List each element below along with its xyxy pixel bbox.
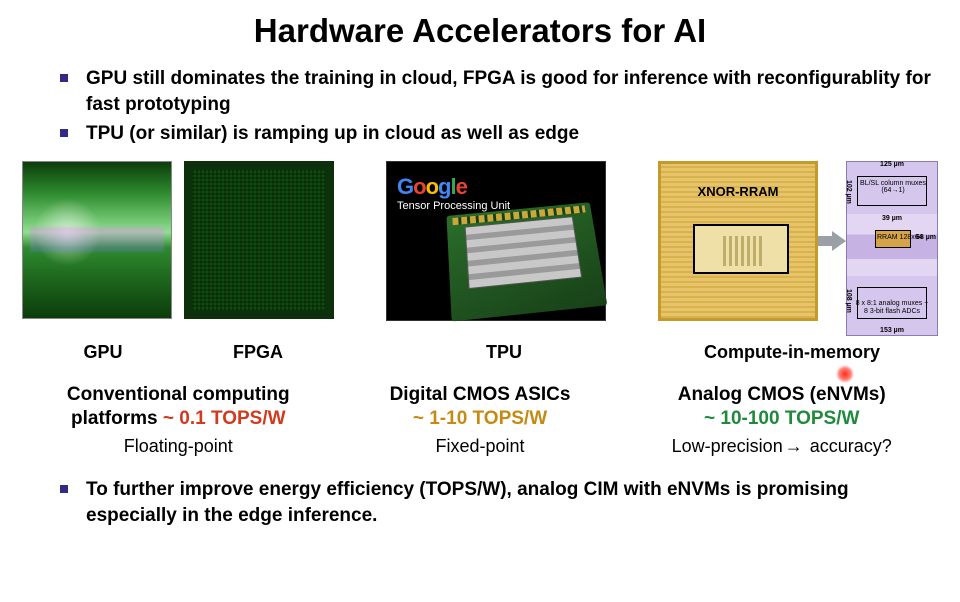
- google-letter: g: [438, 174, 450, 199]
- gpu-fpga-group: [22, 161, 334, 319]
- tpu-group: Google Tensor Processing Unit: [386, 161, 606, 321]
- laser-pointer-icon: [836, 365, 854, 383]
- xnor-rram-die: XNOR-RRAM: [658, 161, 818, 321]
- category-row: Conventional computing platforms ~ 0.1 T…: [20, 383, 940, 458]
- die-block-label: RRAM 128x64: [877, 234, 923, 241]
- category-asic: Digital CMOS ASICs ~ 1-10 TOPS/W Fixed-p…: [337, 383, 624, 458]
- gpu-chip-image: [22, 161, 172, 319]
- die-block-label: BL/SL column muxes (64→1): [855, 180, 931, 195]
- fpga-chip-image: [184, 161, 334, 319]
- tops-value: ~ 0.1 TOPS/W: [163, 408, 286, 429]
- arrow-right-icon: [783, 436, 805, 456]
- heading-line: Digital CMOS ASICs: [390, 384, 571, 405]
- die-block-label: 8 x 8:1 analog muxes + 8 3-bit flash ADC…: [853, 300, 931, 315]
- google-logo: Google: [397, 174, 510, 200]
- cim-group: XNOR-RRAM 125 µm 153 µm 102 µm 108 µm 68…: [658, 161, 938, 336]
- cim-layout-die: 125 µm 153 µm 102 µm 108 µm 68 µm 39 µm …: [846, 161, 938, 336]
- xnor-label: XNOR-RRAM: [661, 184, 815, 199]
- footer-bullets: To further improve energy efficiency (TO…: [60, 477, 940, 528]
- hardware-row: Google Tensor Processing Unit XNOR-RRAM …: [20, 161, 940, 336]
- google-letter: e: [456, 174, 467, 199]
- category-heading: Analog CMOS (eNVMs) ~ 10-100 TOPS/W: [678, 383, 886, 431]
- dim-label: 108 µm: [845, 289, 852, 313]
- slide-title: Hardware Accelerators for AI: [20, 12, 940, 50]
- heading-line: Conventional computing: [67, 384, 290, 405]
- arrow-icon: [818, 231, 846, 251]
- tpu-image: Google Tensor Processing Unit: [386, 161, 606, 321]
- bullet-item: TPU (or similar) is ramping up in cloud …: [60, 121, 940, 147]
- category-analog: Analog CMOS (eNVMs) ~ 10-100 TOPS/W Low-…: [623, 383, 940, 458]
- bullet-item: To further improve energy efficiency (TO…: [60, 477, 940, 528]
- top-bullets: GPU still dominates the training in clou…: [60, 66, 940, 147]
- dim-label: 39 µm: [847, 215, 937, 222]
- gpu-label: GPU: [28, 342, 178, 363]
- xnor-core: [693, 224, 789, 274]
- sub-suffix: accuracy?: [805, 436, 892, 456]
- dim-label: 153 µm: [847, 327, 937, 334]
- google-letter: o: [426, 174, 438, 199]
- tpu-board: [446, 202, 607, 321]
- bullet-item: GPU still dominates the training in clou…: [60, 66, 940, 117]
- tpu-label: TPU: [394, 342, 614, 363]
- heading-line: platforms: [71, 408, 158, 429]
- cim-label: Compute-in-memory: [652, 342, 932, 363]
- tpu-caption: Google Tensor Processing Unit: [397, 174, 510, 212]
- google-letter: o: [413, 174, 425, 199]
- category-conventional: Conventional computing platforms ~ 0.1 T…: [20, 383, 337, 458]
- dim-label: 102 µm: [845, 180, 852, 204]
- google-letter: G: [397, 174, 413, 199]
- sub-prefix: Low-precision: [672, 436, 783, 456]
- tpu-subcaption: Tensor Processing Unit: [397, 200, 510, 212]
- dim-label: 125 µm: [847, 161, 937, 168]
- tops-value: ~ 10-100 TOPS/W: [704, 408, 859, 429]
- category-heading: Conventional computing platforms ~ 0.1 T…: [67, 383, 290, 431]
- fpga-label: FPGA: [178, 342, 338, 363]
- category-sub: Low-precision accuracy?: [672, 436, 892, 457]
- category-sub: Floating-point: [124, 436, 233, 457]
- tops-value: ~ 1-10 TOPS/W: [413, 408, 547, 429]
- hardware-labels: GPU FPGA TPU Compute-in-memory: [20, 342, 940, 363]
- heading-line: Analog CMOS (eNVMs): [678, 384, 886, 405]
- category-sub: Fixed-point: [435, 436, 524, 457]
- category-heading: Digital CMOS ASICs ~ 1-10 TOPS/W: [390, 383, 571, 431]
- slide: Hardware Accelerators for AI GPU still d…: [0, 0, 960, 602]
